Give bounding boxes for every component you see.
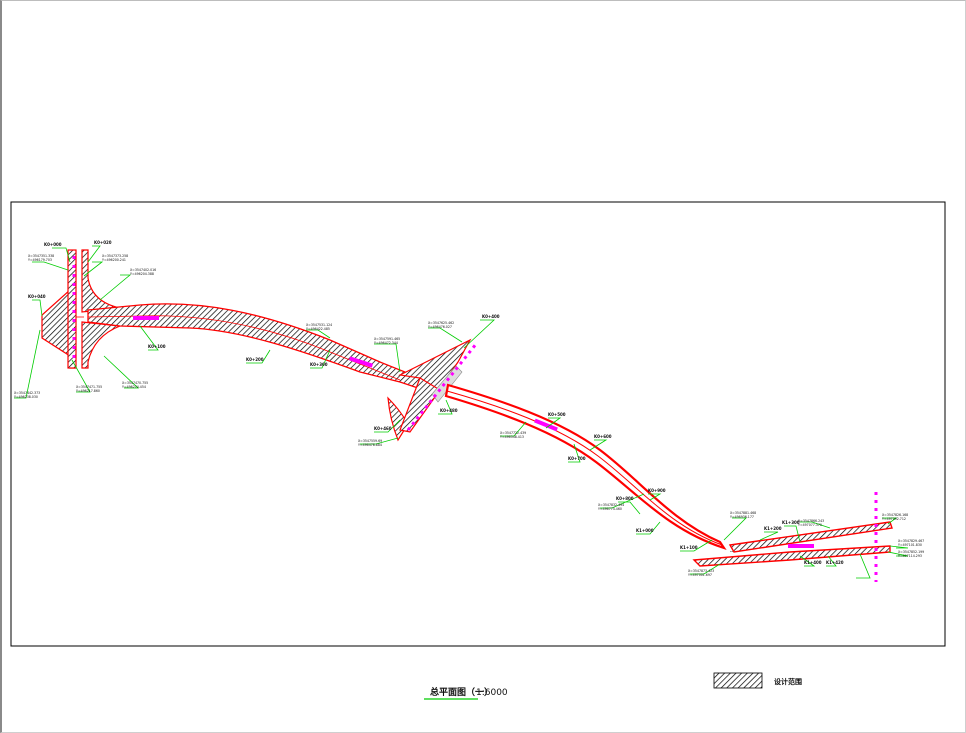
callout-13: K0+300 <box>310 362 328 367</box>
callout-38a: X=3547873.423 <box>688 569 714 573</box>
callout-23: K0+700 <box>568 456 586 461</box>
callout-12b: Y=496422.485 <box>306 327 330 331</box>
callout-17: K0+460 <box>374 426 392 431</box>
callout-35b: Y=497114.293 <box>898 554 922 558</box>
callout-10: K0+100 <box>148 344 166 349</box>
callout-5b: Y=496204.388 <box>130 272 154 276</box>
callout-8b: Y=496217.860 <box>76 389 100 393</box>
callout-19: K0+480 <box>440 408 458 413</box>
callout-25a: X=3547832.494 <box>598 503 624 507</box>
west-interchange <box>41 249 121 369</box>
callout-29a: X=3547881.468 <box>730 511 756 515</box>
main-road-west <box>87 303 432 394</box>
callout-20: K0+500 <box>548 412 566 417</box>
drawing-caption: 总平面图（一） 1:6000 <box>424 686 508 700</box>
callout-25b: Y=496774.460 <box>598 507 622 511</box>
callout-14a: X=3547591.465 <box>374 337 400 341</box>
callout-30: K1+200 <box>764 526 782 531</box>
callout-12a: X=3547531.124 <box>306 323 332 327</box>
caption-scale: 1:6000 <box>476 688 508 698</box>
drawing-frame <box>10 201 946 647</box>
callout-9b: Y=496274.454 <box>122 385 146 389</box>
callout-26: K0+900 <box>648 488 666 493</box>
callout-21a: X=3547722.439 <box>500 431 526 435</box>
callout-32b: Y=497077.370 <box>798 523 822 527</box>
bridge-marker-east-end <box>788 544 814 548</box>
callout-36: K1+400 <box>804 560 822 565</box>
callout-18b: Y=496478.884 <box>358 443 382 447</box>
callout-15b: Y=496476.027 <box>428 325 452 329</box>
callout-32a: X=3547866.243 <box>798 519 824 523</box>
legend-hatch-swatch <box>713 672 763 689</box>
callout-3b: Y=496179.703 <box>28 258 52 262</box>
legend-label: 设计范围 <box>774 677 802 686</box>
bridge-marker-east <box>534 418 558 432</box>
bridge-marker-mid <box>348 356 374 368</box>
callout-8a: X=3547471.755 <box>76 385 102 389</box>
east-end-roads <box>72 256 893 582</box>
callout-3a: X=3547351.338 <box>28 254 54 258</box>
callout-24: K0+800 <box>616 496 634 501</box>
central-interchange <box>387 338 478 442</box>
chainage-end-mark: ••• <box>730 550 736 554</box>
bridge-marker-west <box>133 316 159 320</box>
callout-1: K0+000 <box>44 242 62 247</box>
callout-29b: Y=496936.177 <box>730 515 754 519</box>
callout-35a: X=3547852.199 <box>898 550 924 554</box>
callout-38b: Y=497001.697 <box>688 573 712 577</box>
callout-5a: X=3547402.016 <box>130 268 156 272</box>
leader-lines <box>14 245 909 579</box>
callout-18a: X=3547559.69 <box>358 439 382 443</box>
callout-15a: X=3547625.462 <box>428 321 454 325</box>
callout-37: K1+420 <box>826 560 844 565</box>
callout-22: K0+600 <box>594 434 612 439</box>
callout-labels: K0+000 K0+020 X=3547351.338 Y=496179.703… <box>14 240 924 577</box>
callout-7b: Y=496238.030 <box>14 395 38 399</box>
callout-6: K0+040 <box>28 294 46 299</box>
callout-7a: X=3547442.373 <box>14 391 40 395</box>
callout-34a: X=3547829.467 <box>898 539 924 543</box>
callout-4b: Y=496200.241 <box>102 258 126 262</box>
caption-title: 总平面图（一） <box>430 686 493 698</box>
boundary-marker-central <box>406 343 478 431</box>
callout-33b: Y=497092.712 <box>882 517 906 521</box>
callout-34b: Y=497101.830 <box>898 543 922 547</box>
callout-11: K0+200 <box>246 357 264 362</box>
callout-16: K0+400 <box>482 314 500 319</box>
callout-28: K1+100 <box>680 545 698 550</box>
callout-9a: X=3547470.755 <box>122 381 148 385</box>
legend: 设计范围 <box>713 672 802 689</box>
callout-33a: X=3547826.168 <box>882 513 908 517</box>
callout-31: K1+300 <box>782 520 800 525</box>
callout-14b: Y=496472.344 <box>374 341 398 345</box>
callout-21b: Y=496548.413 <box>500 435 524 439</box>
callout-4a: X=3547373.258 <box>102 254 128 258</box>
callout-2: K0+020 <box>94 240 112 245</box>
main-road-east: ••• <box>444 383 736 554</box>
callout-27: K1+000 <box>636 528 654 533</box>
